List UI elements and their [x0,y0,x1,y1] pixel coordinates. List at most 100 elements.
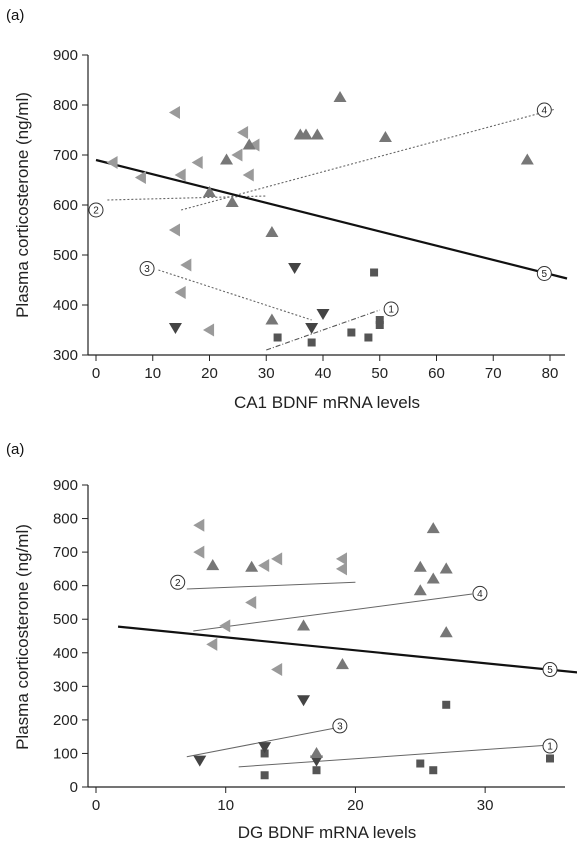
data-point-square [273,333,282,342]
chart-panel-ca1: (a) 300 400 500 600 700 800 900 0 10 20 30 40 50 60 7… [6,7,568,412]
x-tick-label: 0 [92,365,100,382]
callout-circle-2 [88,202,104,218]
data-point-triangle-up [299,128,313,140]
callout-number-4: 4 [477,589,483,600]
data-point-triangle-up [426,572,440,584]
x-tick-label: 50 [371,365,388,382]
regression-line-4 [180,108,556,211]
data-point-triangle-up [335,658,349,670]
data-point-triangle-up [206,559,220,571]
x-ticks: 0 10 20 30 40 50 60 70 80 [92,355,559,382]
data-point-triangle-left [237,126,249,139]
y-tick-label: 900 [53,47,78,64]
callout-circle-2 [170,574,186,590]
data-point-square [375,316,384,324]
data-point-triangle-left [245,595,257,609]
data-point-triangle-down [193,755,207,767]
data-point-triangle-left [206,637,218,651]
callout-number-3: 3 [144,264,150,275]
y-tick-label: 400 [53,297,78,314]
data-point-triangle-down [258,742,272,754]
y-tick-label: 500 [53,611,78,628]
y-tick-label: 500 [53,247,78,264]
data-point-triangle-left [168,106,180,119]
callout-number-3: 3 [337,721,343,732]
data-point-triangle-up [245,560,259,572]
regression-line-4 [193,593,473,632]
x-tick-label: 30 [258,365,275,382]
x-axis-label: DG BDNF mRNA levels [238,823,417,842]
regression-line-5 [117,625,577,674]
data-point-triangle-up [520,153,534,165]
x-tick-label: 70 [485,365,502,382]
data-point-triangle-left [203,323,215,337]
x-ticks: 0 10 20 30 [92,787,494,814]
x-tick-label: 60 [428,365,445,382]
data-point-triangle-left [174,168,186,182]
data-point-square [370,268,379,277]
callout-number-5: 5 [547,665,553,676]
data-point-triangle-left [193,545,205,559]
y-axis-label: Plasma corticosterone (ng/ml) [13,524,32,750]
y-tick-label: 800 [53,97,78,114]
x-tick-label: 10 [217,797,234,814]
data-point-triangle-left [231,148,243,162]
callout-circle-5 [536,266,552,281]
data-point-triangle-left [168,223,180,237]
data-point-triangle-down [316,308,330,320]
fit-lines [117,581,577,768]
y-tick-label: 600 [53,578,78,595]
callout-circle-4 [472,585,488,601]
y-axis-label: Plasma corticosterone (ng/ml) [13,92,32,318]
data-point-square [347,328,356,337]
callout-circle-3 [139,261,155,276]
data-point-triangle-left [191,156,203,169]
data-points [106,91,534,347]
data-point-triangle-up [310,128,324,140]
data-point-triangle-left [271,552,283,566]
x-axis-label: CA1 BDNF mRNA levels [234,393,420,412]
data-point-triangle-left [193,518,205,532]
data-point-square [429,766,438,775]
data-point-triangle-down [288,262,302,274]
data-point-triangle-left [134,171,146,184]
data-point-square [307,338,316,347]
data-point-triangle-left [271,663,283,677]
data-point-triangle-up [225,196,239,208]
x-tick-label: 80 [542,365,559,382]
regression-line-1 [266,309,380,351]
y-tick-label: 900 [53,477,78,494]
data-point-triangle-left [258,559,270,573]
data-point-square [375,321,384,329]
data-point-triangle-up [203,186,216,198]
x-tick-label: 30 [477,797,494,814]
data-point-triangle-left [335,552,348,566]
y-tick-label: 100 [53,745,78,762]
callout-number-1: 1 [388,305,394,316]
data-point-triangle-down [297,695,311,707]
y-tick-label: 400 [53,645,78,662]
data-point-triangle-up [242,138,256,150]
callout-number-5: 5 [542,269,548,280]
callout-number-4: 4 [542,106,548,117]
data-point-triangle-up [439,562,453,574]
line-callouts: 1 2 3 4 5 [170,574,558,754]
y-ticks: 0 100 200 300 400 500 600 700 800 900 [53,477,88,796]
callout-circle-3 [332,718,348,734]
panel-label: (a) [6,7,24,24]
plot-area: 0 100 200 300 400 500 600 700 800 900 0 10 20 30 1 2 3… [53,477,577,814]
data-point-triangle-left [248,138,260,152]
data-point-square [416,759,425,768]
data-point-triangle-up [413,584,427,596]
data-point-triangle-up [297,619,311,631]
data-point-square [312,766,321,775]
x-tick-label: 20 [201,365,218,382]
data-point-square [260,749,269,758]
data-point-triangle-down [305,322,319,334]
y-tick-label: 300 [53,678,78,695]
callout-circle-1 [542,738,558,754]
x-tick-label: 40 [315,365,332,382]
y-tick-label: 0 [70,779,78,796]
regression-line-2 [186,581,356,590]
